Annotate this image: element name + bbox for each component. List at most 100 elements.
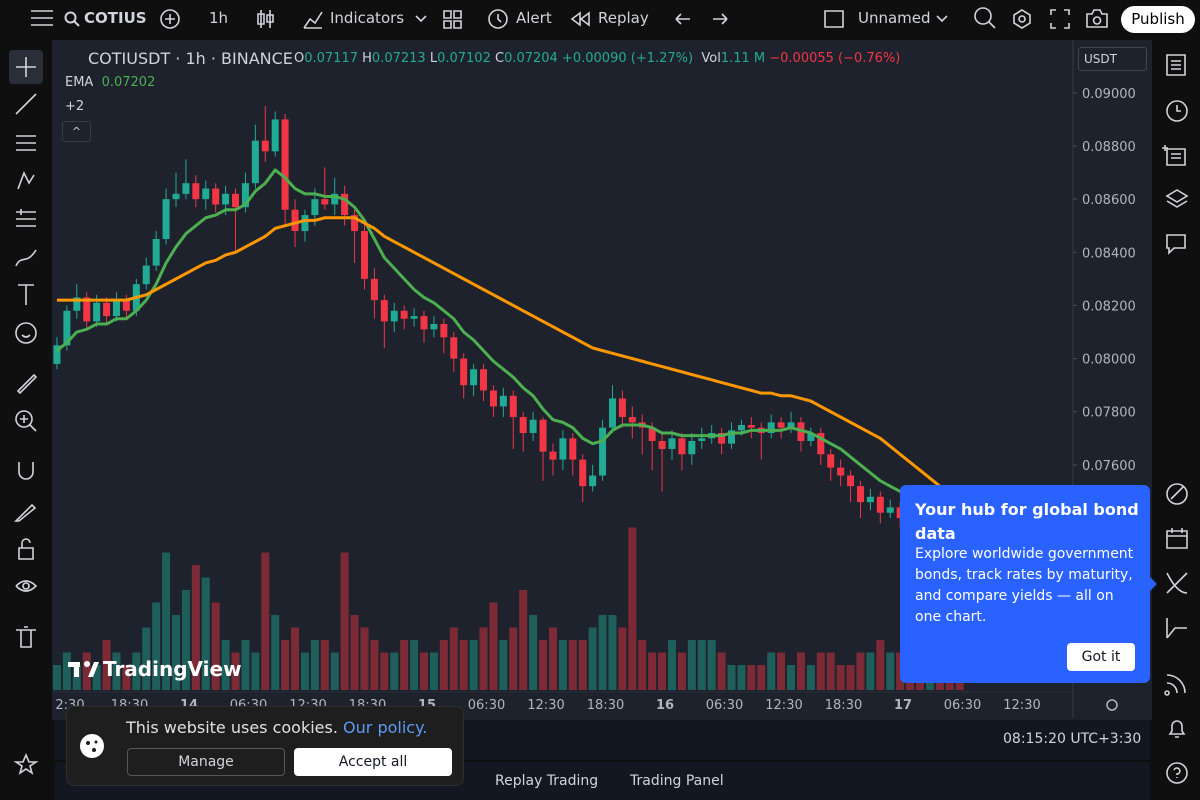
volume-bar	[191, 565, 200, 690]
ema-label: EMA	[65, 75, 94, 90]
candle-body	[311, 199, 319, 216]
volume-bar	[360, 627, 369, 690]
volume-bar	[211, 602, 220, 690]
candle-body	[93, 302, 101, 322]
more-indicators[interactable]: +2	[65, 99, 85, 114]
candle-body	[688, 440, 696, 455]
candle-body	[737, 425, 745, 431]
y-tick-label: 0.08800	[1082, 140, 1136, 155]
axis-settings-icon[interactable]	[1106, 699, 1118, 711]
volume-bar	[836, 665, 845, 690]
alert-icon	[488, 9, 508, 29]
replay-button[interactable]: Replay	[598, 9, 649, 27]
bottom-tab[interactable]: Replay Trading	[495, 773, 599, 789]
candle-body	[876, 496, 884, 513]
interval[interactable]: 1h	[209, 9, 229, 27]
sidebar-icon	[1166, 572, 1188, 594]
volume-bar	[52, 665, 61, 690]
volume-bar	[281, 640, 290, 690]
bottom-tab[interactable]: Trading Panel	[630, 773, 724, 789]
drawing-tool-icon	[15, 93, 37, 115]
candle-body	[599, 427, 607, 476]
cookie-text: This website uses cookies. Our policy.	[126, 720, 427, 736]
candle-body	[152, 239, 160, 266]
currency-select[interactable]: USDT	[1078, 47, 1147, 71]
search-icon[interactable]	[64, 11, 80, 27]
candle-body	[499, 395, 507, 407]
candle-body	[271, 119, 279, 152]
candle-body	[648, 427, 656, 441]
publish-button[interactable]: Publish	[1121, 6, 1195, 33]
popup-body: Explore worldwide government bonds, trac…	[915, 546, 1134, 625]
volume-bar	[62, 652, 71, 690]
x-tick-label: 18:30	[587, 698, 624, 713]
candle-body	[281, 119, 289, 210]
volume-bar	[142, 627, 151, 690]
indicators-button[interactable]: Indicators	[330, 9, 405, 27]
sidebar-icon	[1166, 762, 1188, 784]
volume-bar	[310, 640, 319, 690]
alert-button[interactable]: Alert	[516, 9, 552, 27]
candle-body	[430, 324, 438, 330]
candle-body	[698, 438, 706, 441]
cookie-icon	[80, 734, 104, 758]
layout-name[interactable]: Unnamed	[858, 9, 931, 27]
redo-icon	[713, 13, 728, 25]
popup-button[interactable]: Got it	[1067, 643, 1135, 671]
candle-body	[351, 215, 359, 232]
icons	[9, 7, 1189, 784]
sidebar-icon	[1166, 234, 1186, 255]
ema-legend: EMA 0.07202	[65, 76, 155, 89]
candle-body	[162, 199, 170, 240]
volume-bar	[102, 640, 111, 690]
volume-bar	[459, 640, 468, 690]
drawing-tool-icon	[16, 626, 36, 648]
open: 0.07117	[304, 51, 358, 66]
volume-bar	[767, 652, 776, 690]
candle-body	[251, 140, 259, 184]
candle-body	[589, 475, 597, 487]
candle-body	[728, 430, 736, 444]
candle-body	[112, 300, 120, 317]
y-tick-label: 0.08000	[1082, 353, 1136, 368]
ema-value: 0.07202	[101, 75, 156, 90]
volume-bar	[737, 665, 746, 690]
fullscreen-icon	[1050, 9, 1070, 29]
volume-bar	[886, 652, 895, 690]
cookie-accept[interactable]: Accept all	[294, 748, 452, 776]
drawing-tool-icon	[16, 57, 36, 77]
candle-body	[827, 454, 835, 468]
drawing-tool-icon	[15, 249, 37, 267]
candle-body	[83, 297, 91, 322]
volume-bar	[628, 527, 637, 690]
candle-body	[331, 193, 339, 205]
candle-body	[519, 417, 527, 434]
volume-bar	[300, 652, 309, 690]
legend-title: COTIUSDT · 1h · BINANCE	[88, 49, 293, 68]
volume-bar	[588, 627, 597, 690]
candle-body	[301, 215, 309, 232]
cookie-policy-link[interactable]: Our policy.	[343, 718, 428, 737]
volume-bar	[122, 665, 131, 690]
candle-body	[807, 433, 815, 441]
candle-body	[450, 337, 458, 359]
cookie-manage[interactable]: Manage	[127, 748, 285, 776]
candle-body	[549, 451, 557, 460]
candle-body	[767, 422, 775, 434]
legend-ohlc: O0.07117 H0.07213 L0.07102 C0.07204 +0.0…	[294, 52, 900, 65]
candle-body	[321, 199, 329, 205]
candle-body	[182, 183, 190, 194]
clock[interactable]: 08:15:20 UTC+3:30	[1003, 731, 1142, 747]
candle-body	[63, 310, 71, 346]
volume-bar	[687, 640, 696, 690]
x-tick-label: 12:30	[527, 698, 564, 713]
candle-body	[460, 358, 468, 386]
sidebar-icon	[1166, 54, 1186, 76]
candle-body	[539, 419, 547, 452]
symbol-search[interactable]: COTIUS	[84, 9, 147, 27]
drawing-tool-icon	[15, 580, 38, 592]
volume-bar	[777, 652, 786, 690]
candle-body	[440, 324, 448, 338]
collapse-legend[interactable]: ^	[62, 121, 91, 142]
